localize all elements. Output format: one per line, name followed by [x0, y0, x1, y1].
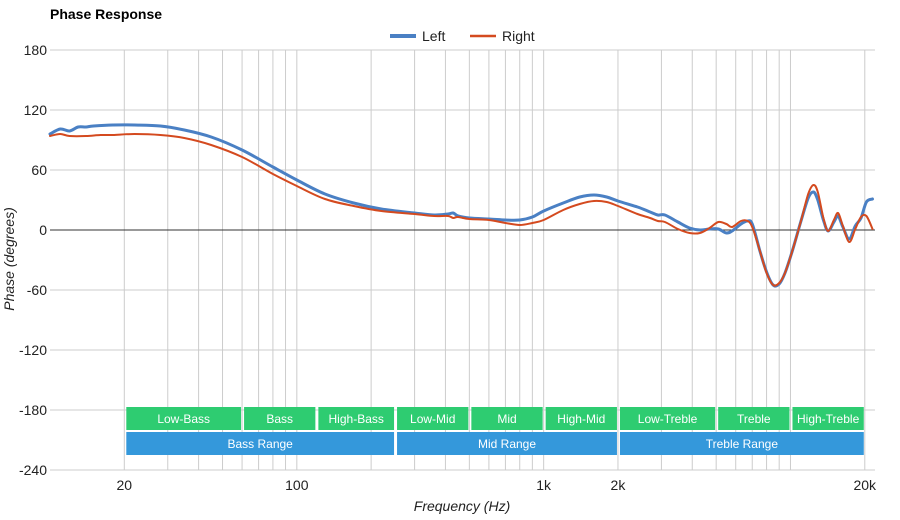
- band-rect: [126, 407, 242, 430]
- band-treble-range[interactable]: Treble Range: [619, 432, 864, 455]
- y-tick-label: -180: [19, 402, 47, 418]
- frequency-bands: Low-Bass Bass High-Bass Low-Mid Mid High-Mid L…: [126, 407, 864, 455]
- y-tick-label: 120: [24, 102, 48, 118]
- band-label: Bass Range: [227, 437, 293, 451]
- x-tick-labels: 20 100 1k 2k 20k: [117, 477, 878, 493]
- band-high-treble[interactable]: High-Treble: [792, 407, 864, 430]
- y-tick-labels: 180 120 60 0 -60 -120 -180 -240: [19, 42, 47, 478]
- band-label: Bass: [266, 412, 293, 426]
- band-rect: [619, 407, 716, 430]
- y-tick-label: 180: [24, 42, 48, 58]
- band-label: Mid: [497, 412, 516, 426]
- x-gridlines: [123, 50, 866, 470]
- band-label: Treble Range: [706, 437, 779, 451]
- series-line-left: [48, 123, 874, 288]
- x-axis-label: Frequency (Hz): [414, 498, 510, 514]
- x-tick-label: 100: [285, 477, 309, 493]
- chart-title: Phase Response: [50, 6, 162, 22]
- band-rect: [397, 407, 469, 430]
- x-tick-label: 20: [117, 477, 133, 493]
- band-mid[interactable]: Mid: [471, 407, 543, 430]
- y-tick-label: 0: [39, 222, 47, 238]
- band-mid-range[interactable]: Mid Range: [397, 432, 617, 455]
- band-rect: [244, 407, 316, 430]
- band-label: Low-Mid: [410, 412, 455, 426]
- y-tick-label: -240: [19, 462, 47, 478]
- band-rect: [718, 407, 790, 430]
- band-rect: [545, 407, 617, 430]
- band-low-mid[interactable]: Low-Mid: [397, 407, 469, 430]
- band-rect: [397, 432, 617, 455]
- band-rect: [471, 407, 543, 430]
- band-rect: [126, 432, 395, 455]
- series-line-right: [49, 133, 874, 287]
- y-axis-label: Phase (degrees): [1, 207, 17, 311]
- band-high-mid[interactable]: High-Mid: [545, 407, 617, 430]
- x-tick-label: 1k: [536, 477, 552, 493]
- band-label: High-Treble: [797, 412, 860, 426]
- band-rect: [792, 407, 864, 430]
- band-treble[interactable]: Treble: [718, 407, 790, 430]
- series-lines: [48, 123, 874, 288]
- legend: Left Right: [390, 28, 535, 44]
- y-tick-label: -120: [19, 342, 47, 358]
- legend-item-left[interactable]: Left: [390, 28, 445, 44]
- band-label: Low-Treble: [638, 412, 698, 426]
- band-rect: [619, 432, 864, 455]
- band-label: High-Bass: [329, 412, 384, 426]
- legend-label-right: Right: [502, 28, 535, 44]
- x-tick-label: 20k: [853, 477, 877, 493]
- band-bass[interactable]: Bass: [244, 407, 316, 430]
- band-label: Treble: [737, 412, 771, 426]
- band-rect: [318, 407, 395, 430]
- band-low-treble[interactable]: Low-Treble: [619, 407, 716, 430]
- y-tick-label: -60: [27, 282, 47, 298]
- band-high-bass[interactable]: High-Bass: [318, 407, 395, 430]
- x-tick-label: 2k: [611, 477, 627, 493]
- band-label: Mid Range: [478, 437, 536, 451]
- y-tick-label: 60: [31, 162, 47, 178]
- band-label: High-Mid: [557, 412, 605, 426]
- band-bass-range[interactable]: Bass Range: [126, 432, 395, 455]
- band-low-bass[interactable]: Low-Bass: [126, 407, 242, 430]
- legend-item-right[interactable]: Right: [470, 28, 535, 44]
- band-label: Low-Bass: [157, 412, 210, 426]
- legend-label-left: Left: [422, 28, 445, 44]
